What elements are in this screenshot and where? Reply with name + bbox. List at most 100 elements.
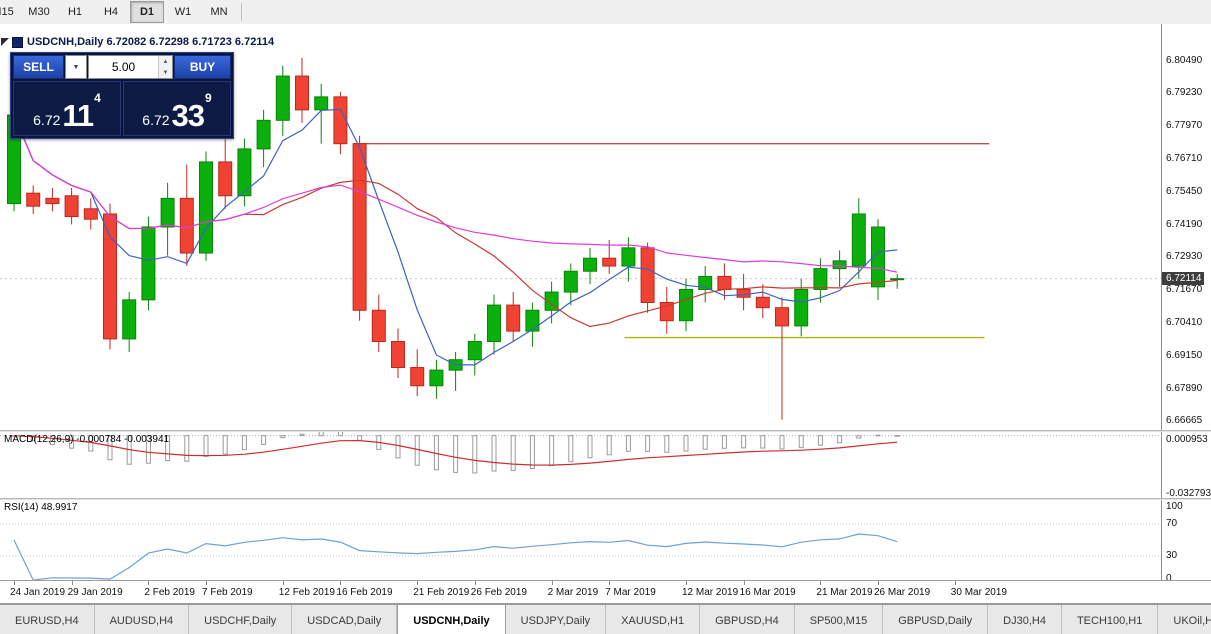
buy-button[interactable]: BUY bbox=[174, 55, 231, 79]
date-axis-label: 2 Mar 2019 bbox=[547, 587, 599, 598]
candle-body bbox=[602, 257, 617, 267]
date-tick bbox=[206, 581, 207, 585]
candle-body bbox=[832, 260, 847, 270]
rsi-axis-label: 0 bbox=[1166, 573, 1172, 584]
date-tick bbox=[71, 581, 73, 585]
macd-histogram-bar bbox=[491, 435, 497, 472]
date-tick bbox=[609, 581, 611, 585]
date-axis[interactable]: 24 Jan 2019 29 Jan 2019 2 Feb 2019 7 Feb 20… bbox=[0, 581, 1211, 603]
macd-histogram-bar bbox=[453, 435, 459, 473]
candle-body bbox=[45, 197, 60, 205]
buy-price[interactable]: 6.72 33 9 bbox=[123, 81, 231, 136]
volume-dropdown[interactable]: ▼ bbox=[65, 55, 87, 79]
spinner-down-icon[interactable]: ▼ bbox=[159, 67, 172, 78]
symbol-tab-tech100-h1[interactable]: TECH100,H1 bbox=[1061, 605, 1159, 634]
moving-average-5 bbox=[13, 108, 898, 366]
candle-body bbox=[890, 278, 905, 281]
macd-panel[interactable] bbox=[0, 432, 1161, 498]
rsi-panel[interactable] bbox=[0, 500, 1161, 580]
symbol-tab-gbpusd-h4[interactable]: GBPUSD,H4 bbox=[700, 605, 795, 634]
macd-histogram-bar bbox=[30, 435, 36, 442]
candle-body bbox=[698, 275, 713, 290]
price-axis-label: 6.80490 bbox=[1166, 54, 1203, 66]
volume-spinner: ▲ ▼ bbox=[158, 56, 172, 78]
timeframe-button-MN[interactable]: MN bbox=[210, 6, 228, 18]
sell-price-big: 11 bbox=[62, 97, 94, 133]
symbol-tab-gbpusd-daily[interactable]: GBPUSD,Daily bbox=[883, 605, 989, 634]
symbol-tab-audusd-h4[interactable]: AUDUSD,H4 bbox=[94, 605, 190, 634]
timeframe-button-W1[interactable]: W1 bbox=[174, 6, 192, 18]
chart-title-text: USDCNH,Daily 6.72082 6.72298 6.71723 6.7… bbox=[27, 36, 275, 48]
volume-input[interactable] bbox=[89, 56, 158, 78]
symbol-tab-usdjpy-daily[interactable]: USDJPY,Daily bbox=[505, 605, 607, 634]
macd-histogram-bar bbox=[856, 435, 862, 439]
price-axis[interactable]: 6.80490 6.79230 6.77970 6.76710 6.75450 6.741… bbox=[1161, 24, 1211, 584]
date-tick bbox=[551, 581, 553, 585]
one-click-toggle-icon[interactable] bbox=[1, 38, 9, 46]
price-axis-label: 6.69150 bbox=[1166, 349, 1203, 361]
symbol-tab-dj30-h4[interactable]: DJ30,H4 bbox=[988, 605, 1062, 634]
candle-body bbox=[621, 247, 636, 267]
spinner-up-icon[interactable]: ▲ bbox=[159, 56, 172, 67]
chevron-down-icon: ▼ bbox=[72, 63, 80, 71]
sell-price[interactable]: 6.72 11 4 bbox=[13, 81, 121, 136]
macd-histogram-bar bbox=[760, 435, 766, 449]
candle-body bbox=[103, 213, 117, 340]
date-axis-label: 21 Mar 2019 bbox=[816, 587, 873, 598]
rsi-line bbox=[13, 533, 898, 580]
date-axis-label: 24 Jan 2019 bbox=[10, 587, 66, 598]
rsi-axis-label: 30 bbox=[1166, 550, 1178, 561]
symbol-tab-xauusd-h1[interactable]: XAUUSD,H1 bbox=[606, 605, 701, 634]
timeframe-button-D1[interactable]: D1 bbox=[130, 1, 164, 23]
sell-button[interactable]: SELL bbox=[13, 55, 64, 79]
macd-histogram-bar bbox=[261, 435, 267, 445]
symbol-tab-usdcnh-daily[interactable]: USDCNH,Daily bbox=[397, 605, 506, 634]
date-axis-label: 12 Feb 2019 bbox=[278, 587, 335, 598]
buy-price-big: 33 bbox=[171, 97, 205, 133]
date-axis-label: 26 Mar 2019 bbox=[874, 587, 931, 598]
timeframe-button-H4[interactable]: H4 bbox=[103, 6, 119, 18]
symbol-tab-ukoil-h1[interactable]: UKOil,H1 bbox=[1158, 605, 1211, 634]
macd-histogram-bar bbox=[645, 435, 651, 452]
date-axis-label: 16 Feb 2019 bbox=[336, 587, 393, 598]
candle-body bbox=[736, 288, 751, 298]
timeframe-button-M30[interactable]: M30 bbox=[28, 6, 50, 18]
date-axis-label: 12 Mar 2019 bbox=[682, 587, 739, 598]
candle-body bbox=[775, 307, 789, 327]
symbol-tab-eurusd-h4[interactable]: EURUSD,H4 bbox=[0, 605, 95, 634]
candle-body bbox=[659, 301, 674, 322]
panel-divider[interactable] bbox=[0, 430, 1211, 432]
candle-body bbox=[640, 247, 655, 303]
timeframe-button-M15[interactable]: M15 bbox=[0, 6, 14, 18]
macd-histogram-bar bbox=[817, 435, 823, 446]
candle-body bbox=[218, 161, 233, 197]
symbol-tab-usdcad-daily[interactable]: USDCAD,Daily bbox=[292, 605, 398, 634]
timeframe-button-H1[interactable]: H1 bbox=[67, 6, 83, 18]
symbol-tab-sp500-m15[interactable]: SP500,M15 bbox=[794, 605, 884, 634]
date-axis-label: 7 Feb 2019 bbox=[202, 587, 253, 598]
date-axis-label: 26 Feb 2019 bbox=[470, 587, 527, 598]
price-axis-label: 6.72930 bbox=[1166, 251, 1203, 263]
price-axis-label: 6.76710 bbox=[1166, 153, 1203, 165]
macd-histogram-bar bbox=[664, 435, 670, 453]
date-tick bbox=[148, 581, 150, 585]
candle-body bbox=[237, 148, 252, 197]
macd-axis-label: -0.032793 bbox=[1166, 488, 1211, 499]
panel-divider[interactable] bbox=[0, 498, 1211, 500]
macd-histogram-bar bbox=[203, 435, 209, 457]
buy-price-sup: 9 bbox=[205, 91, 212, 105]
macd-axis-label: 0.000953 bbox=[1166, 434, 1208, 445]
date-tick bbox=[417, 581, 419, 585]
chart-canvas[interactable] bbox=[0, 24, 1161, 430]
one-click-trading-panel: SELL ▼ ▲ ▼ BUY 6.72 11 4 6.72 33 bbox=[10, 52, 234, 139]
candle-body bbox=[717, 275, 732, 290]
candle-body bbox=[410, 367, 425, 387]
chart-symbol-icon bbox=[12, 36, 23, 48]
moving-average-34 bbox=[13, 114, 898, 273]
candle-body bbox=[64, 195, 79, 218]
macd-histogram-bar bbox=[702, 435, 708, 450]
candle-body bbox=[544, 291, 559, 311]
symbol-tab-usdchf-daily[interactable]: USDCHF,Daily bbox=[189, 605, 293, 634]
candle-body bbox=[429, 369, 444, 387]
